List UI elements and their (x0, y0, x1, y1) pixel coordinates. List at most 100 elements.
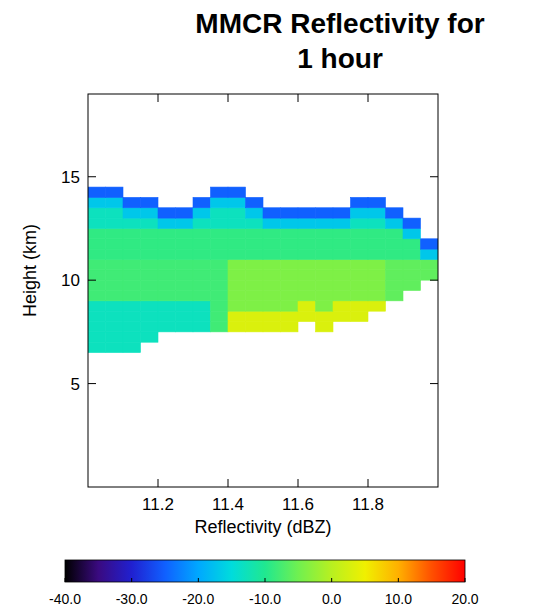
cell (316, 228, 334, 238)
cell (403, 249, 421, 259)
cell (176, 301, 194, 311)
cell (106, 311, 124, 321)
x-tick-label: 11.2 (142, 495, 174, 514)
cell (263, 228, 281, 238)
cell (106, 218, 124, 228)
cell (246, 239, 264, 249)
cell (123, 322, 141, 332)
y-tick (430, 280, 438, 281)
cell (333, 208, 351, 218)
cell (228, 208, 246, 218)
cell (176, 249, 194, 259)
colorbar-tick-label: -30.0 (116, 591, 148, 607)
cell (351, 270, 369, 280)
cell (421, 259, 439, 269)
cell (211, 228, 229, 238)
cell (263, 301, 281, 311)
cell (123, 270, 141, 280)
cell (386, 208, 404, 218)
cell (141, 218, 159, 228)
cell (298, 311, 316, 321)
cell (263, 208, 281, 218)
cell (123, 301, 141, 311)
cell (386, 228, 404, 238)
cell (123, 197, 141, 207)
cell (141, 280, 159, 290)
cell (158, 311, 176, 321)
cell (228, 218, 246, 228)
cell (386, 270, 404, 280)
cell (88, 322, 106, 332)
cell (263, 259, 281, 269)
cell (228, 239, 246, 249)
cell (246, 218, 264, 228)
colorbar-tick (331, 578, 332, 582)
cell (386, 280, 404, 290)
cell (316, 301, 334, 311)
cell (368, 259, 386, 269)
y-tick-label: 15 (61, 168, 80, 187)
x-tick-label: 11.8 (352, 495, 384, 514)
colorbar-tick-label: -40.0 (49, 591, 81, 607)
x-tick (298, 94, 299, 102)
cell (193, 208, 211, 218)
cell (316, 311, 334, 321)
cell (211, 187, 229, 197)
cell (211, 301, 229, 311)
cell (211, 249, 229, 259)
cell (211, 208, 229, 218)
cells (88, 187, 438, 352)
cell (351, 218, 369, 228)
cell (228, 291, 246, 301)
cell (158, 301, 176, 311)
cell (298, 208, 316, 218)
cell (351, 197, 369, 207)
y-tick (88, 176, 96, 177)
cell (403, 218, 421, 228)
cell (316, 239, 334, 249)
cell (281, 259, 299, 269)
cell (386, 218, 404, 228)
colorbar-tick (398, 578, 399, 582)
cell (421, 239, 439, 249)
cell (211, 218, 229, 228)
cell (193, 322, 211, 332)
cell (176, 218, 194, 228)
cell (228, 197, 246, 207)
cell (141, 197, 159, 207)
cell (263, 218, 281, 228)
y-tick (88, 383, 96, 384)
cell (228, 228, 246, 238)
cell (263, 291, 281, 301)
cell (88, 208, 106, 218)
cell (263, 270, 281, 280)
cell (421, 249, 439, 259)
cell (386, 291, 404, 301)
cell (316, 270, 334, 280)
colorbar (65, 560, 465, 582)
cell (141, 239, 159, 249)
cell (351, 249, 369, 259)
cell (158, 239, 176, 249)
cell (123, 280, 141, 290)
cell (123, 218, 141, 228)
chart: 5101511.211.411.611.8Reflectivity (dBZ)H… (0, 0, 534, 614)
cell (368, 239, 386, 249)
cell (228, 270, 246, 280)
x-tick (368, 94, 369, 102)
cell (368, 301, 386, 311)
y-tick (88, 280, 96, 281)
cell (141, 291, 159, 301)
cell (351, 208, 369, 218)
cell (88, 280, 106, 290)
cell (211, 311, 229, 321)
cell (228, 280, 246, 290)
cell (123, 249, 141, 259)
cell (123, 332, 141, 342)
cell (158, 249, 176, 259)
cell (193, 270, 211, 280)
cell (333, 249, 351, 259)
cell (88, 228, 106, 238)
cell (281, 291, 299, 301)
cell (281, 228, 299, 238)
